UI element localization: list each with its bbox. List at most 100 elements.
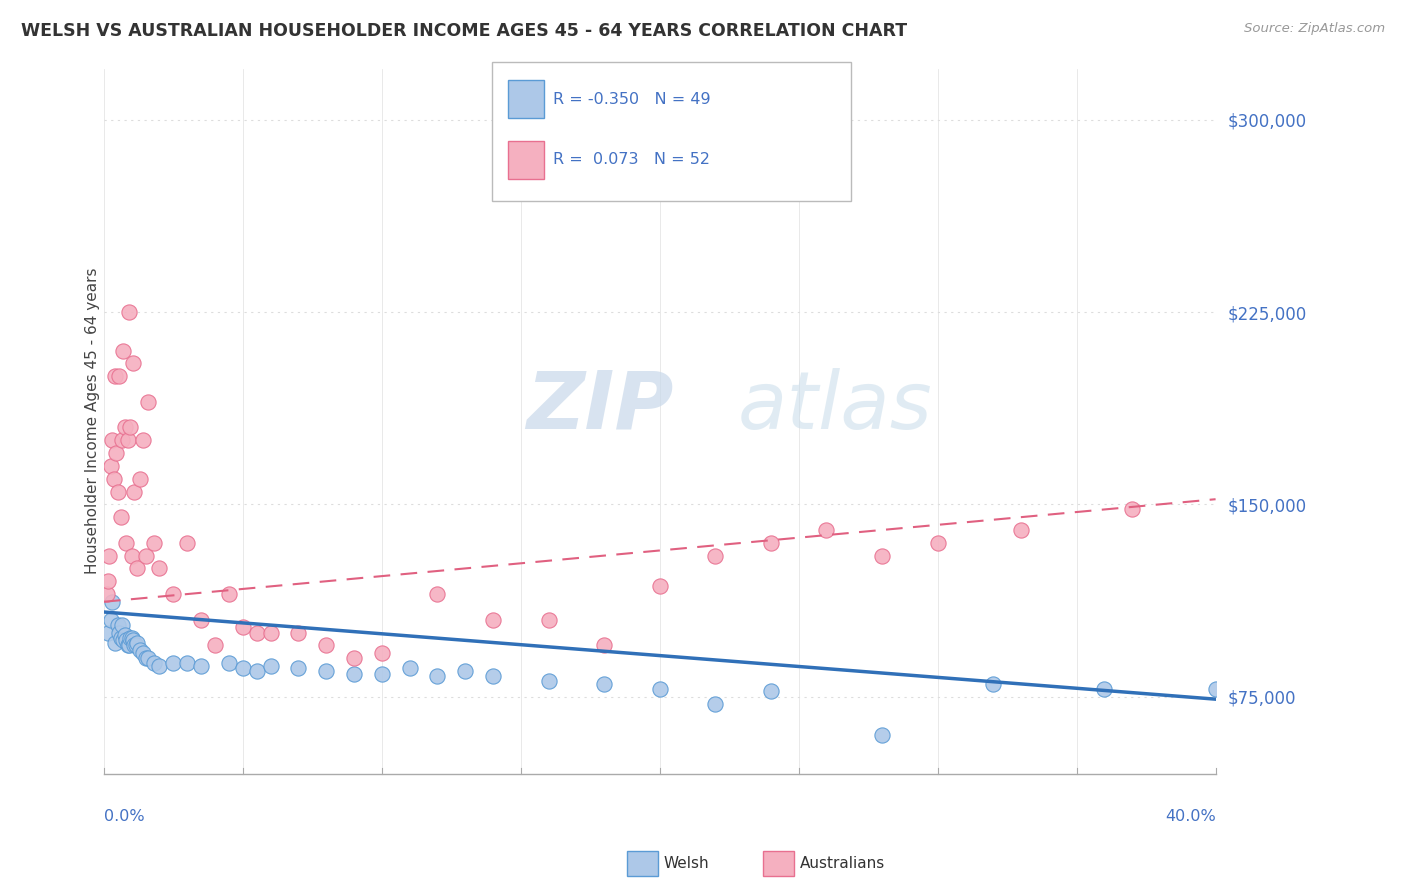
Point [287, 661, 309, 675]
Point [132, 434, 155, 448]
Point [125, 638, 148, 652]
Point [132, 646, 155, 660]
Point [110, 510, 132, 524]
Point [121, 549, 143, 563]
Point [454, 664, 477, 678]
Point [104, 636, 127, 650]
Point [204, 638, 226, 652]
Point [97, 625, 120, 640]
Text: R =  0.073   N = 52: R = 0.073 N = 52 [553, 153, 710, 168]
Point [124, 484, 146, 499]
Point [115, 633, 138, 648]
Point [112, 343, 135, 358]
Point [482, 669, 505, 683]
Text: Australians: Australians [800, 856, 886, 871]
Point [118, 638, 141, 652]
Point [759, 684, 782, 698]
Point [398, 661, 420, 675]
Point [122, 356, 145, 370]
Point [101, 595, 124, 609]
Point [129, 643, 152, 657]
Point [107, 617, 129, 632]
Point [127, 636, 149, 650]
Text: Source: ZipAtlas.com: Source: ZipAtlas.com [1244, 22, 1385, 36]
Point [108, 625, 131, 640]
Point [260, 658, 283, 673]
Point [1010, 523, 1032, 537]
Point [371, 646, 394, 660]
Point [1094, 681, 1116, 696]
Point [190, 613, 212, 627]
Text: ZIP: ZIP [526, 368, 673, 446]
Point [371, 666, 394, 681]
Point [593, 677, 616, 691]
Point [127, 561, 149, 575]
Point [315, 664, 337, 678]
Point [100, 458, 122, 473]
Point [343, 651, 366, 665]
Point [287, 625, 309, 640]
Point [148, 658, 170, 673]
Point [162, 657, 184, 671]
Point [148, 561, 170, 575]
Point [190, 658, 212, 673]
Point [135, 549, 157, 563]
Point [593, 638, 616, 652]
Point [118, 305, 141, 319]
Point [260, 625, 283, 640]
Point [162, 587, 184, 601]
Point [343, 666, 366, 681]
Point [704, 549, 727, 563]
Point [100, 613, 122, 627]
Point [176, 536, 198, 550]
Point [315, 638, 337, 652]
Point [105, 446, 128, 460]
Point [111, 434, 134, 448]
Point [218, 587, 240, 601]
Point [112, 633, 135, 648]
Text: 0.0%: 0.0% [104, 809, 145, 824]
Point [97, 574, 120, 589]
Point [101, 434, 124, 448]
Point [537, 674, 560, 689]
Text: 40.0%: 40.0% [1164, 809, 1216, 824]
Point [110, 631, 132, 645]
Point [232, 620, 254, 634]
Point [870, 728, 893, 742]
Point [870, 549, 893, 563]
Point [142, 536, 165, 550]
Point [107, 484, 129, 499]
Point [482, 613, 505, 627]
Point [927, 536, 949, 550]
Text: R = -0.350   N = 49: R = -0.350 N = 49 [553, 92, 710, 107]
Point [648, 681, 671, 696]
Point [704, 698, 727, 712]
Point [426, 587, 449, 601]
Point [135, 651, 157, 665]
Point [648, 579, 671, 593]
Point [103, 472, 125, 486]
Point [142, 657, 165, 671]
Point [104, 369, 127, 384]
Text: Welsh: Welsh [664, 856, 709, 871]
Y-axis label: Householder Income Ages 45 - 64 years: Householder Income Ages 45 - 64 years [86, 268, 100, 574]
Point [176, 657, 198, 671]
Point [117, 434, 139, 448]
Point [232, 661, 254, 675]
Point [96, 587, 118, 601]
Point [1205, 681, 1227, 696]
Point [138, 651, 160, 665]
Point [246, 625, 269, 640]
Point [124, 638, 146, 652]
Point [115, 536, 138, 550]
Point [537, 613, 560, 627]
Point [246, 664, 269, 678]
Point [111, 617, 134, 632]
Point [120, 420, 142, 434]
Text: atlas: atlas [738, 368, 932, 446]
Point [981, 677, 1004, 691]
Point [121, 631, 143, 645]
Point [138, 394, 160, 409]
Point [426, 669, 449, 683]
Text: WELSH VS AUSTRALIAN HOUSEHOLDER INCOME AGES 45 - 64 YEARS CORRELATION CHART: WELSH VS AUSTRALIAN HOUSEHOLDER INCOME A… [21, 22, 907, 40]
